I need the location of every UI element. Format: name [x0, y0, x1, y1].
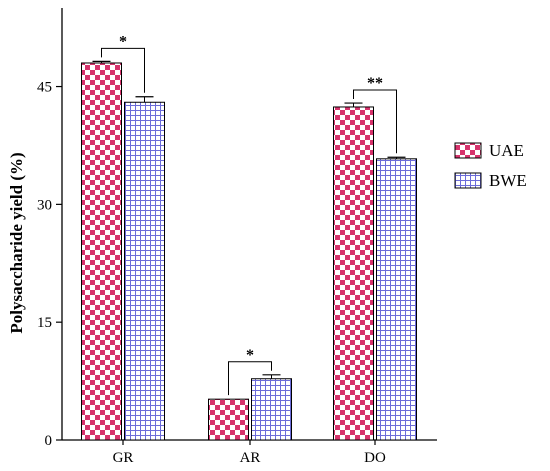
bar-uae-do — [334, 107, 374, 440]
significance-label: * — [246, 347, 254, 364]
significance-label: ** — [367, 75, 383, 92]
x-tick-label: GR — [113, 450, 134, 466]
y-tick-label: 0 — [45, 433, 53, 449]
legend: UAE BWE — [455, 141, 527, 190]
bar-bwe-gr — [125, 102, 165, 440]
legend-swatch-bwe — [455, 173, 481, 188]
legend-label-uae: UAE — [489, 141, 524, 160]
bars — [82, 61, 417, 440]
y-tick-label: 30 — [37, 197, 52, 213]
x-tick-label: DO — [364, 450, 386, 466]
significance-label: * — [119, 33, 127, 50]
y-tick-label: 15 — [37, 315, 52, 331]
bar-uae-ar — [209, 399, 249, 440]
y-axis-label: Polysaccharide yield (%) — [7, 152, 26, 333]
legend-label-bwe: BWE — [489, 171, 527, 190]
legend-swatch-uae — [455, 143, 481, 158]
bar-uae-gr — [82, 63, 122, 440]
bar-bwe-do — [377, 159, 417, 440]
x-tick-label: AR — [240, 450, 261, 466]
y-tick-label: 45 — [37, 80, 52, 96]
bar-bwe-ar — [252, 379, 292, 440]
